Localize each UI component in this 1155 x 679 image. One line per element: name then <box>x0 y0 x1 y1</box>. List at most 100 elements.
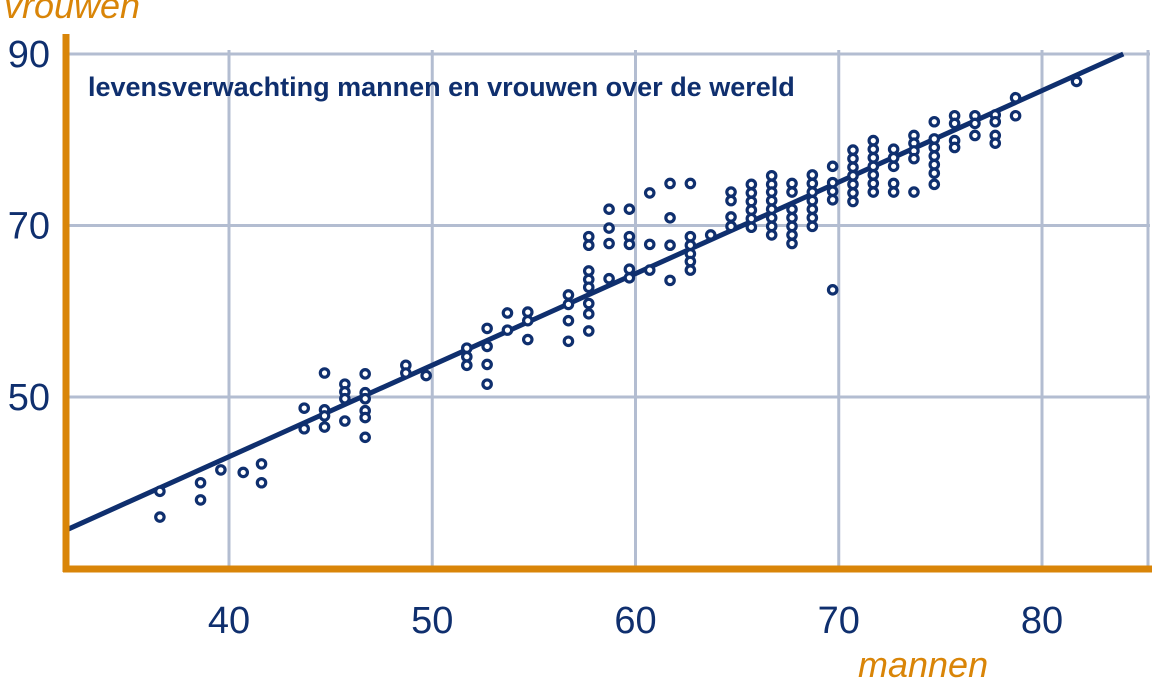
data-point-129 <box>887 186 900 198</box>
data-point-67 <box>684 177 697 190</box>
data-point-153 <box>1009 91 1022 104</box>
data-point-63 <box>664 177 676 190</box>
data-point-6 <box>255 458 268 470</box>
chart-title: levensverwachting mannen en vrouwen over… <box>88 72 795 102</box>
x-tick-label-70: 70 <box>818 600 860 642</box>
data-point-25 <box>400 367 412 379</box>
data-point-83 <box>745 221 758 234</box>
data-point-38 <box>521 333 534 346</box>
y-tick-label-90: 90 <box>8 34 50 76</box>
data-point-109 <box>826 193 839 206</box>
data-point-44 <box>582 239 595 252</box>
data-point-73 <box>704 229 717 241</box>
data-point-60 <box>643 187 656 199</box>
data-point-134 <box>908 186 920 198</box>
data-point-3 <box>194 494 207 506</box>
data-point-8 <box>298 402 311 414</box>
data-point-148 <box>969 129 981 142</box>
data-point-5 <box>237 466 250 479</box>
x-tick-labels: 40 50 60 70 80 <box>208 600 1063 642</box>
data-point-54 <box>603 272 615 285</box>
data-point-2 <box>194 476 207 489</box>
data-point-18 <box>359 368 371 380</box>
trend-line <box>65 51 1125 533</box>
y-tick-label-70: 70 <box>8 206 50 248</box>
data-point-117 <box>847 195 859 208</box>
axes <box>62 34 1152 573</box>
data-point-41 <box>562 314 575 327</box>
data-point-127 <box>887 160 900 173</box>
data-point-0 <box>154 485 166 498</box>
y-tick-labels: 50 70 90 <box>8 34 50 419</box>
data-point-23 <box>359 431 371 444</box>
data-point-147 <box>969 117 981 130</box>
x-axis-label: mannen <box>858 644 988 679</box>
data-point-30 <box>481 322 493 335</box>
data-point-141 <box>928 178 941 191</box>
data-point-4 <box>215 464 227 476</box>
data-point-140 <box>928 167 941 179</box>
data-point-33 <box>481 378 493 390</box>
data-point-31 <box>481 340 493 353</box>
data-point-52 <box>603 222 615 234</box>
data-point-34 <box>501 307 514 319</box>
data-point-77 <box>725 220 737 233</box>
data-point-20 <box>359 392 371 405</box>
data-point-37 <box>521 314 534 327</box>
data-point-7 <box>255 476 268 489</box>
data-point-29 <box>461 359 473 372</box>
data-point-64 <box>664 211 676 224</box>
data-point-49 <box>582 308 595 320</box>
data-point-98 <box>786 237 798 250</box>
data-point-22 <box>359 411 371 424</box>
data-point-13 <box>318 421 331 433</box>
data-point-93 <box>786 186 798 198</box>
data-point-32 <box>481 358 493 371</box>
data-point-35 <box>501 324 514 336</box>
data-point-143 <box>948 117 961 130</box>
x-tick-label-50: 50 <box>411 600 453 642</box>
data-point-48 <box>582 297 595 310</box>
data-point-57 <box>623 238 636 251</box>
x-tick-label-60: 60 <box>614 600 656 642</box>
data-point-150 <box>989 115 1002 128</box>
data-point-91 <box>765 229 778 241</box>
y-axis-label: vrouwen <box>4 0 140 26</box>
data-point-72 <box>684 264 697 276</box>
data-point-75 <box>725 194 737 207</box>
data-point-51 <box>603 203 615 216</box>
data-point-65 <box>664 239 676 252</box>
grid-lines <box>66 50 1150 569</box>
data-point-50 <box>582 325 595 337</box>
data-point-110 <box>826 284 839 296</box>
data-point-40 <box>562 298 575 311</box>
data-point-145 <box>948 141 961 154</box>
y-tick-label-50: 50 <box>8 377 50 419</box>
x-tick-label-80: 80 <box>1021 600 1063 642</box>
data-point-9 <box>298 422 311 435</box>
data-point-12 <box>318 410 331 422</box>
data-point-10 <box>318 367 331 379</box>
data-point-47 <box>582 281 595 294</box>
data-point-62 <box>643 264 656 276</box>
data-point-152 <box>989 137 1002 149</box>
data-point-53 <box>603 237 615 250</box>
data-point-17 <box>339 415 351 427</box>
data-point-124 <box>867 186 880 198</box>
data-point-106 <box>826 160 839 173</box>
data-point-133 <box>908 152 920 165</box>
data-points <box>154 75 1083 523</box>
data-point-155 <box>1070 75 1083 88</box>
data-point-105 <box>806 220 819 233</box>
data-point-39 <box>562 289 575 301</box>
data-point-1 <box>154 511 166 523</box>
x-tick-label-40: 40 <box>208 600 250 642</box>
data-point-59 <box>623 272 636 284</box>
data-point-61 <box>643 238 656 251</box>
data-point-135 <box>928 115 941 128</box>
data-point-26 <box>420 369 432 382</box>
data-point-42 <box>562 335 575 348</box>
data-point-154 <box>1009 109 1022 122</box>
data-point-16 <box>339 392 351 405</box>
